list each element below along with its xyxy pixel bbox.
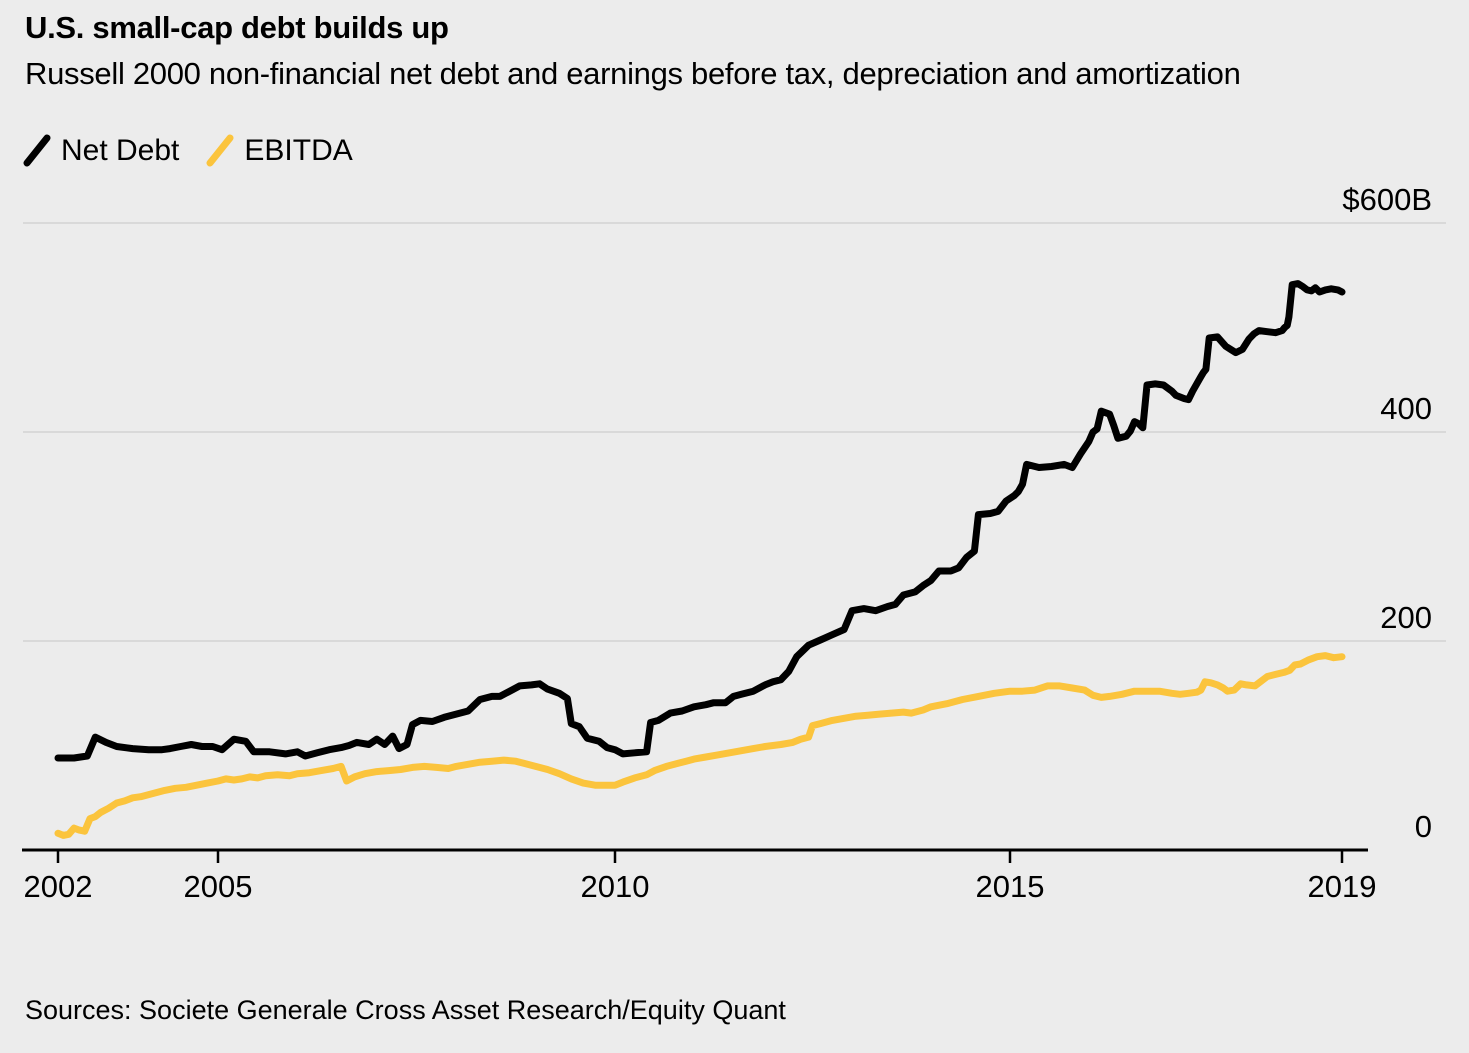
- x-axis-label: 2002: [24, 869, 93, 904]
- legend-swatch-line: [23, 134, 51, 167]
- y-axis-label: 200: [1380, 600, 1432, 635]
- legend: Net Debt EBITDA: [22, 134, 353, 168]
- page-title: U.S. small-cap debt builds up: [25, 10, 449, 45]
- net-debt-swatch-icon: [23, 134, 51, 167]
- x-axis-label: 2005: [184, 869, 253, 904]
- legend-label: EBITDA: [244, 134, 353, 167]
- legend-label: Net Debt: [61, 134, 180, 167]
- sources-note: Sources: Societe Generale Cross Asset Re…: [25, 995, 786, 1025]
- legend-item-ebitda: EBITDA: [205, 134, 353, 168]
- x-axis-label: 2019: [1308, 869, 1377, 904]
- y-axis-label: $600B: [1342, 182, 1432, 217]
- chart-subtitle: Russell 2000 non-financial net debt and …: [25, 56, 1241, 91]
- legend-swatch-line: [206, 134, 234, 167]
- y-axis-label: 400: [1380, 391, 1432, 426]
- x-axis-label: 2015: [976, 869, 1045, 904]
- ebitda-swatch-icon: [206, 134, 234, 167]
- series-line-net-debt: [54, 280, 1346, 762]
- y-axis-label: 0: [1415, 809, 1432, 844]
- x-axis-label: 2010: [581, 869, 650, 904]
- series-line-ebitda: [54, 652, 1346, 839]
- legend-item-net-debt: Net Debt: [22, 134, 179, 168]
